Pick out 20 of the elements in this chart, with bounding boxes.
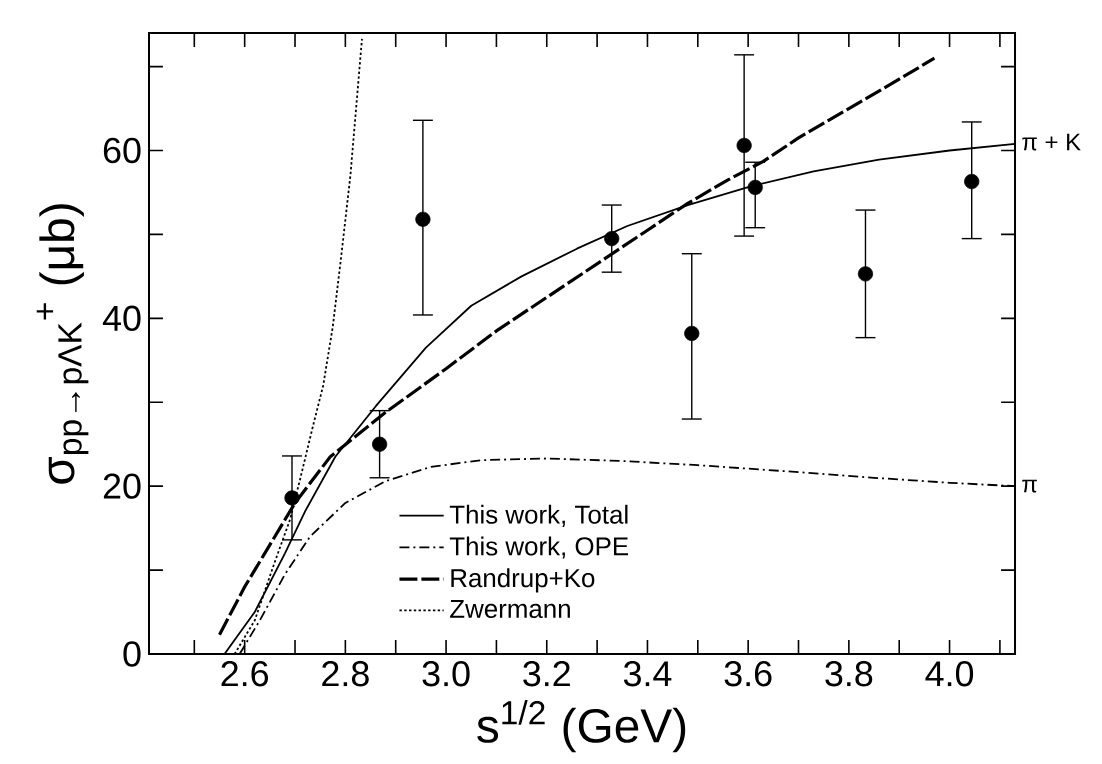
- legend-label: This work, Total: [449, 504, 628, 527]
- y-tick-label: 60: [103, 137, 141, 164]
- x-tick-label: 3.6: [724, 661, 772, 687]
- legend-label: Zwermann: [450, 599, 570, 619]
- y-axis-title: σ$_{pp→pΛK}$$^{+}$ (μb): [36, 204, 89, 484]
- annotation: π: [1022, 479, 1037, 493]
- legend-label: This work, OPE: [449, 536, 629, 559]
- x-tick-label: 3.4: [623, 661, 672, 687]
- y-tick-label: 20: [103, 473, 141, 499]
- x-tick-label: 3.8: [825, 661, 873, 687]
- x-tick-label: 4.0: [925, 661, 974, 687]
- x-tick-label: 3.0: [422, 661, 470, 687]
- y-tick-label: 0: [123, 641, 141, 667]
- x-tick-label: 3.2: [523, 661, 570, 687]
- x-axis-title: s$^{1/2}$ (GeV): [477, 700, 686, 753]
- y-tick-label: 40: [102, 305, 141, 332]
- x-tick-label: 2.8: [322, 661, 369, 687]
- legend-label: Randrup+Ko: [451, 568, 595, 593]
- annotation: π + K: [1022, 133, 1081, 151]
- x-tick-label: 2.6: [221, 661, 269, 687]
